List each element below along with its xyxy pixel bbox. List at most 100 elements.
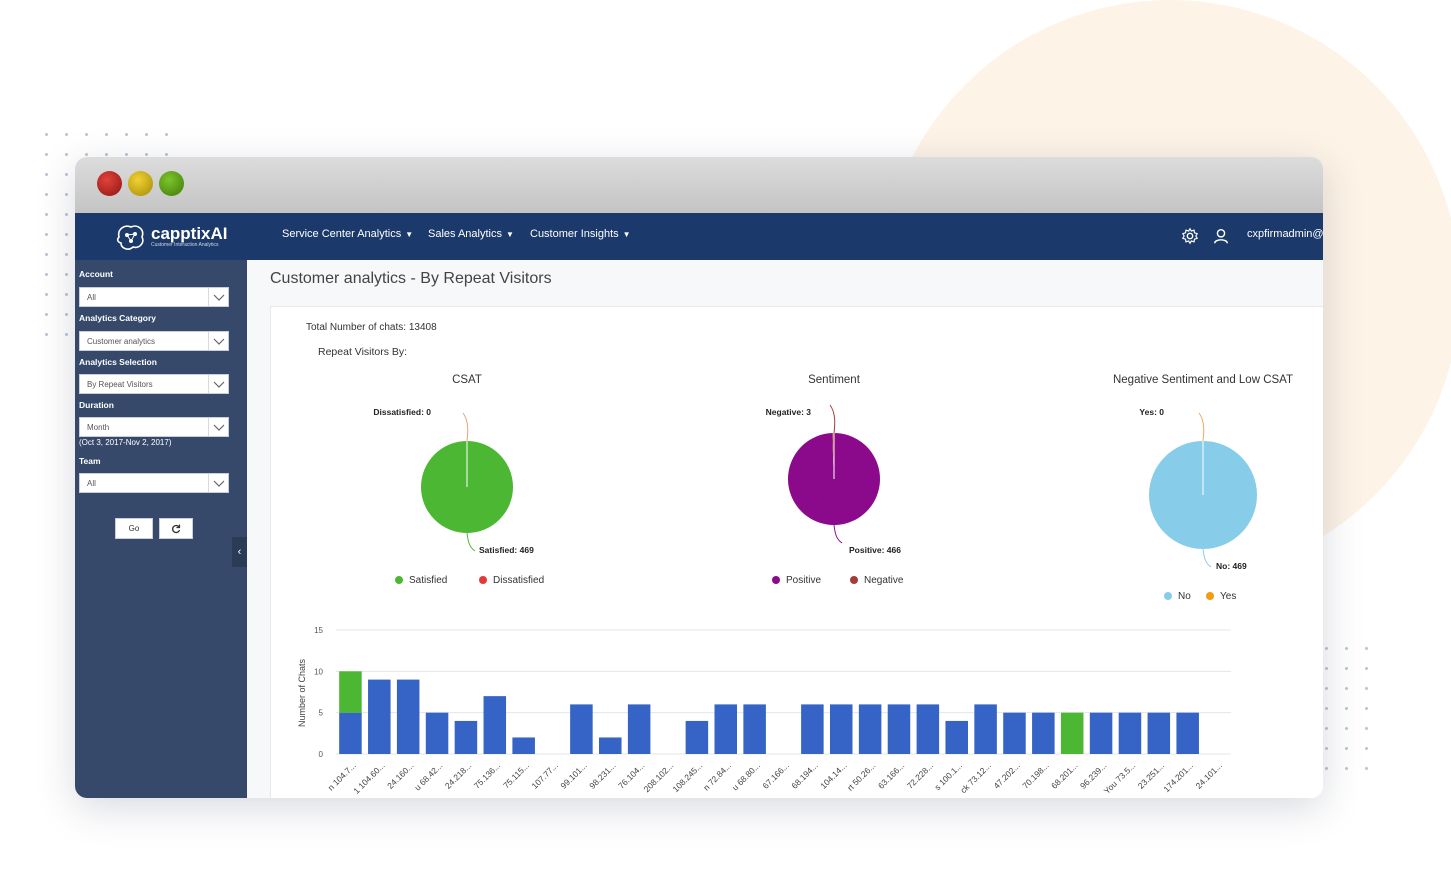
- brand-tagline: Customer Interaction Analytics: [151, 242, 219, 248]
- dot: [1345, 727, 1348, 730]
- nav-item-label: Service Center Analytics: [282, 228, 402, 240]
- analytics-category-select[interactable]: Customer analytics: [79, 331, 229, 351]
- dot: [65, 133, 68, 136]
- dot: [1365, 707, 1368, 710]
- analytics-selection-select[interactable]: By Repeat Visitors: [79, 374, 229, 394]
- pie-data-label: Positive: 466: [849, 545, 901, 555]
- x-tick-label: ck 73.12...: [958, 760, 993, 795]
- bar: [627, 704, 651, 754]
- nav-service-center-analytics[interactable]: Service Center Analytics ▼: [282, 228, 413, 240]
- bar: [339, 712, 362, 754]
- dot: [45, 313, 48, 316]
- bar: [1176, 712, 1199, 754]
- brain-logo-icon: [116, 225, 144, 250]
- dot: [1325, 667, 1328, 670]
- go-button[interactable]: Go: [115, 518, 153, 539]
- x-tick-label: 108.245...: [670, 760, 704, 794]
- x-tick-label: n 72.84...: [701, 760, 733, 792]
- dot: [1345, 767, 1348, 770]
- chevron-down-icon: [208, 375, 228, 393]
- dot: [65, 173, 68, 176]
- legend-label: Positive: [786, 575, 821, 586]
- duration-select[interactable]: Month: [79, 417, 229, 437]
- x-tick-label: 68.194...: [789, 760, 819, 790]
- bar: [599, 737, 622, 754]
- x-tick-label: 67.166...: [760, 760, 790, 790]
- pie-leader-line: [833, 524, 843, 544]
- team-select[interactable]: All: [79, 473, 229, 493]
- duration-range: (Oct 3, 2017-Nov 2, 2017): [79, 438, 172, 447]
- legend-label: Satisfied: [409, 575, 447, 586]
- dot: [45, 293, 48, 296]
- pie-title: CSAT: [452, 374, 482, 386]
- bar: [1147, 712, 1171, 754]
- dot: [85, 133, 88, 136]
- x-tick-label: 75.136...: [472, 760, 502, 790]
- chevron-down-icon: [208, 332, 228, 350]
- pie-title: Negative Sentiment and Low CSAT: [1113, 374, 1293, 386]
- dot: [145, 133, 148, 136]
- maximize-window-button[interactable]: [159, 171, 184, 196]
- account-label: Account: [79, 269, 113, 279]
- legend-marker: [850, 576, 858, 584]
- nav-sales-analytics[interactable]: Sales Analytics ▼: [428, 228, 514, 240]
- user-icon[interactable]: [1212, 227, 1230, 245]
- x-tick-label: 107.77...: [529, 760, 559, 790]
- dot: [45, 213, 48, 216]
- bar: [974, 704, 997, 754]
- legend-marker: [1206, 592, 1214, 600]
- bar: [1118, 712, 1142, 754]
- x-tick-label: You 73.5...: [1102, 760, 1138, 796]
- window-titlebar: [75, 157, 1323, 213]
- account-select[interactable]: All: [79, 287, 229, 307]
- gear-icon[interactable]: [1181, 227, 1199, 245]
- x-tick-label: 1 104.60...: [351, 760, 386, 795]
- refresh-icon: [172, 524, 181, 533]
- sidebar-collapse-button[interactable]: ‹: [232, 537, 247, 567]
- dot: [165, 133, 168, 136]
- bar: [570, 704, 593, 754]
- dot: [45, 273, 48, 276]
- x-tick-label: 63.166...: [876, 760, 906, 790]
- dot: [1365, 687, 1368, 690]
- chevron-left-icon: ‹: [237, 546, 242, 558]
- pie-data-label: Negative: 3: [766, 407, 812, 417]
- dot: [45, 173, 48, 176]
- pie-leader-line: [462, 412, 469, 442]
- dot: [1365, 667, 1368, 670]
- dot: [1345, 647, 1348, 650]
- x-tick-label: rt 50.26...: [845, 760, 877, 792]
- y-axis-title: Number of Chats: [297, 658, 307, 727]
- bar: [743, 704, 766, 754]
- brand-logo[interactable]: capptixAI Customer Interaction Analytics: [113, 221, 228, 253]
- dot: [65, 153, 68, 156]
- user-name[interactable]: cxpfirmadmin@: [1247, 228, 1323, 240]
- x-tick-label: 68.201...: [1049, 760, 1079, 790]
- y-tick-label: 15: [314, 626, 323, 635]
- duration-value: Month: [87, 423, 110, 432]
- bar: [1032, 712, 1055, 754]
- dot: [125, 153, 128, 156]
- x-tick-label: 174.201...: [1161, 760, 1195, 794]
- nav-customer-insights[interactable]: Customer Insights ▼: [530, 228, 631, 240]
- chevron-down-icon: [208, 474, 228, 492]
- dot: [105, 133, 108, 136]
- pie-data-label: Dissatisfied: 0: [373, 407, 431, 417]
- close-window-button[interactable]: [97, 171, 122, 196]
- dot: [45, 133, 48, 136]
- caret-down-icon: ▼: [405, 230, 414, 239]
- refresh-button[interactable]: [159, 518, 193, 539]
- bar: [454, 720, 478, 754]
- legend-label: No: [1178, 591, 1191, 602]
- legend-marker: [479, 576, 487, 584]
- pie-data-label: Satisfied: 469: [479, 545, 534, 555]
- dot: [145, 153, 148, 156]
- dot: [65, 313, 68, 316]
- dot: [65, 273, 68, 276]
- minimize-window-button[interactable]: [128, 171, 153, 196]
- pie-data-label: Yes: 0: [1139, 407, 1164, 417]
- dot: [1325, 727, 1328, 730]
- dot: [105, 153, 108, 156]
- repeat-visitors-label: Repeat Visitors By:: [318, 346, 408, 358]
